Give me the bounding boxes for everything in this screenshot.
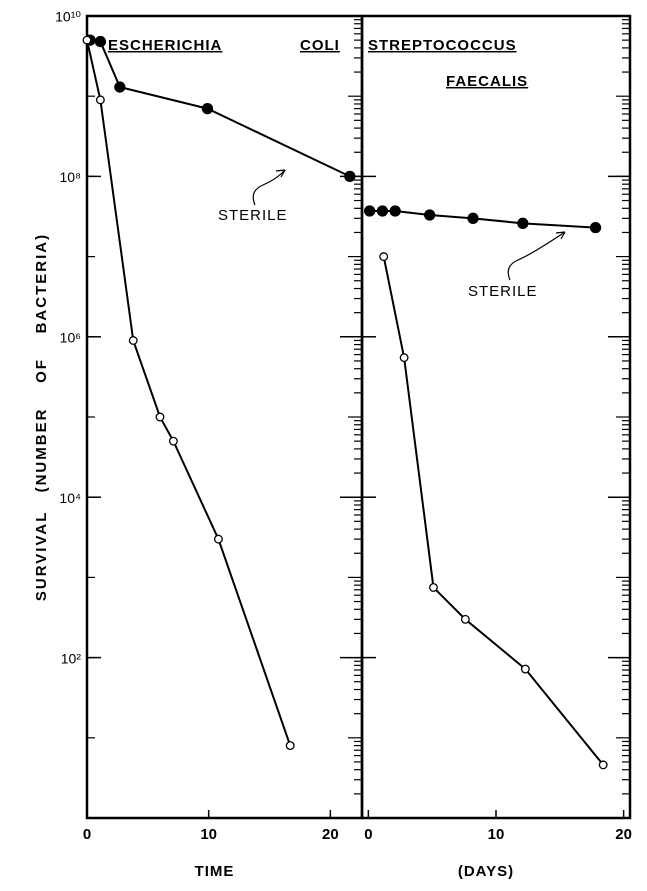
x-tick-label: 10: [488, 826, 505, 843]
arrow-head: [275, 169, 286, 178]
y-tick-label: 10²: [61, 650, 82, 666]
curve: [86, 39, 292, 746]
filled-point: [467, 212, 479, 224]
filled-point: [589, 221, 602, 234]
filled-point: [376, 205, 389, 217]
panel-title: COLI: [300, 37, 340, 54]
filled-point: [517, 217, 529, 229]
panel-title: ESCHERICHIA: [108, 37, 222, 54]
filled-point: [344, 170, 356, 183]
open-point: [379, 252, 389, 262]
panel-title: STREPTOCOCCUS: [368, 37, 517, 54]
filled-point: [364, 205, 376, 217]
open-point: [213, 534, 223, 544]
curve: [382, 256, 604, 766]
open-point: [520, 664, 530, 674]
curve: [369, 210, 596, 229]
filled-point: [201, 102, 214, 115]
x-axis-label: TIME: [195, 863, 235, 880]
annotation-arrow: [507, 231, 566, 281]
curve: [89, 39, 351, 178]
panel-frame: [360, 14, 632, 820]
filled-point: [389, 205, 401, 217]
filled-point: [114, 81, 126, 93]
open-point: [82, 35, 92, 45]
arrow-head: [555, 231, 566, 240]
panel-title: FAECALIS: [446, 73, 528, 90]
filled-point: [94, 35, 107, 48]
panel-frame: [85, 14, 364, 820]
open-point: [460, 614, 470, 624]
x-tick-label: 10: [200, 826, 217, 843]
x-tick-label: 20: [322, 826, 339, 843]
annotation-arrow: [252, 169, 286, 206]
filled-point: [423, 209, 436, 221]
open-point: [128, 336, 138, 345]
annotation: STERILE: [468, 283, 538, 300]
open-point: [399, 353, 409, 363]
x-tick-label: 20: [615, 826, 632, 843]
open-point: [598, 760, 608, 770]
y-tick-label: 10⁶: [60, 330, 81, 346]
y-tick-label: 10⁴: [59, 490, 81, 506]
y-tick-label: 10¹⁰: [55, 9, 81, 25]
y-tick-label: 10⁸: [60, 169, 82, 185]
y-axis-label: SURVIVAL (NUMBER OF BACTERIA): [33, 233, 50, 601]
x-tick-label: 0: [83, 826, 91, 843]
open-point: [429, 582, 438, 592]
x-axis-label: (DAYS): [458, 863, 514, 880]
x-tick-label: 0: [364, 826, 372, 843]
annotation: STERILE: [218, 207, 288, 224]
open-point: [155, 412, 165, 422]
open-point: [168, 436, 178, 446]
open-point: [95, 95, 105, 105]
open-point: [285, 741, 295, 751]
